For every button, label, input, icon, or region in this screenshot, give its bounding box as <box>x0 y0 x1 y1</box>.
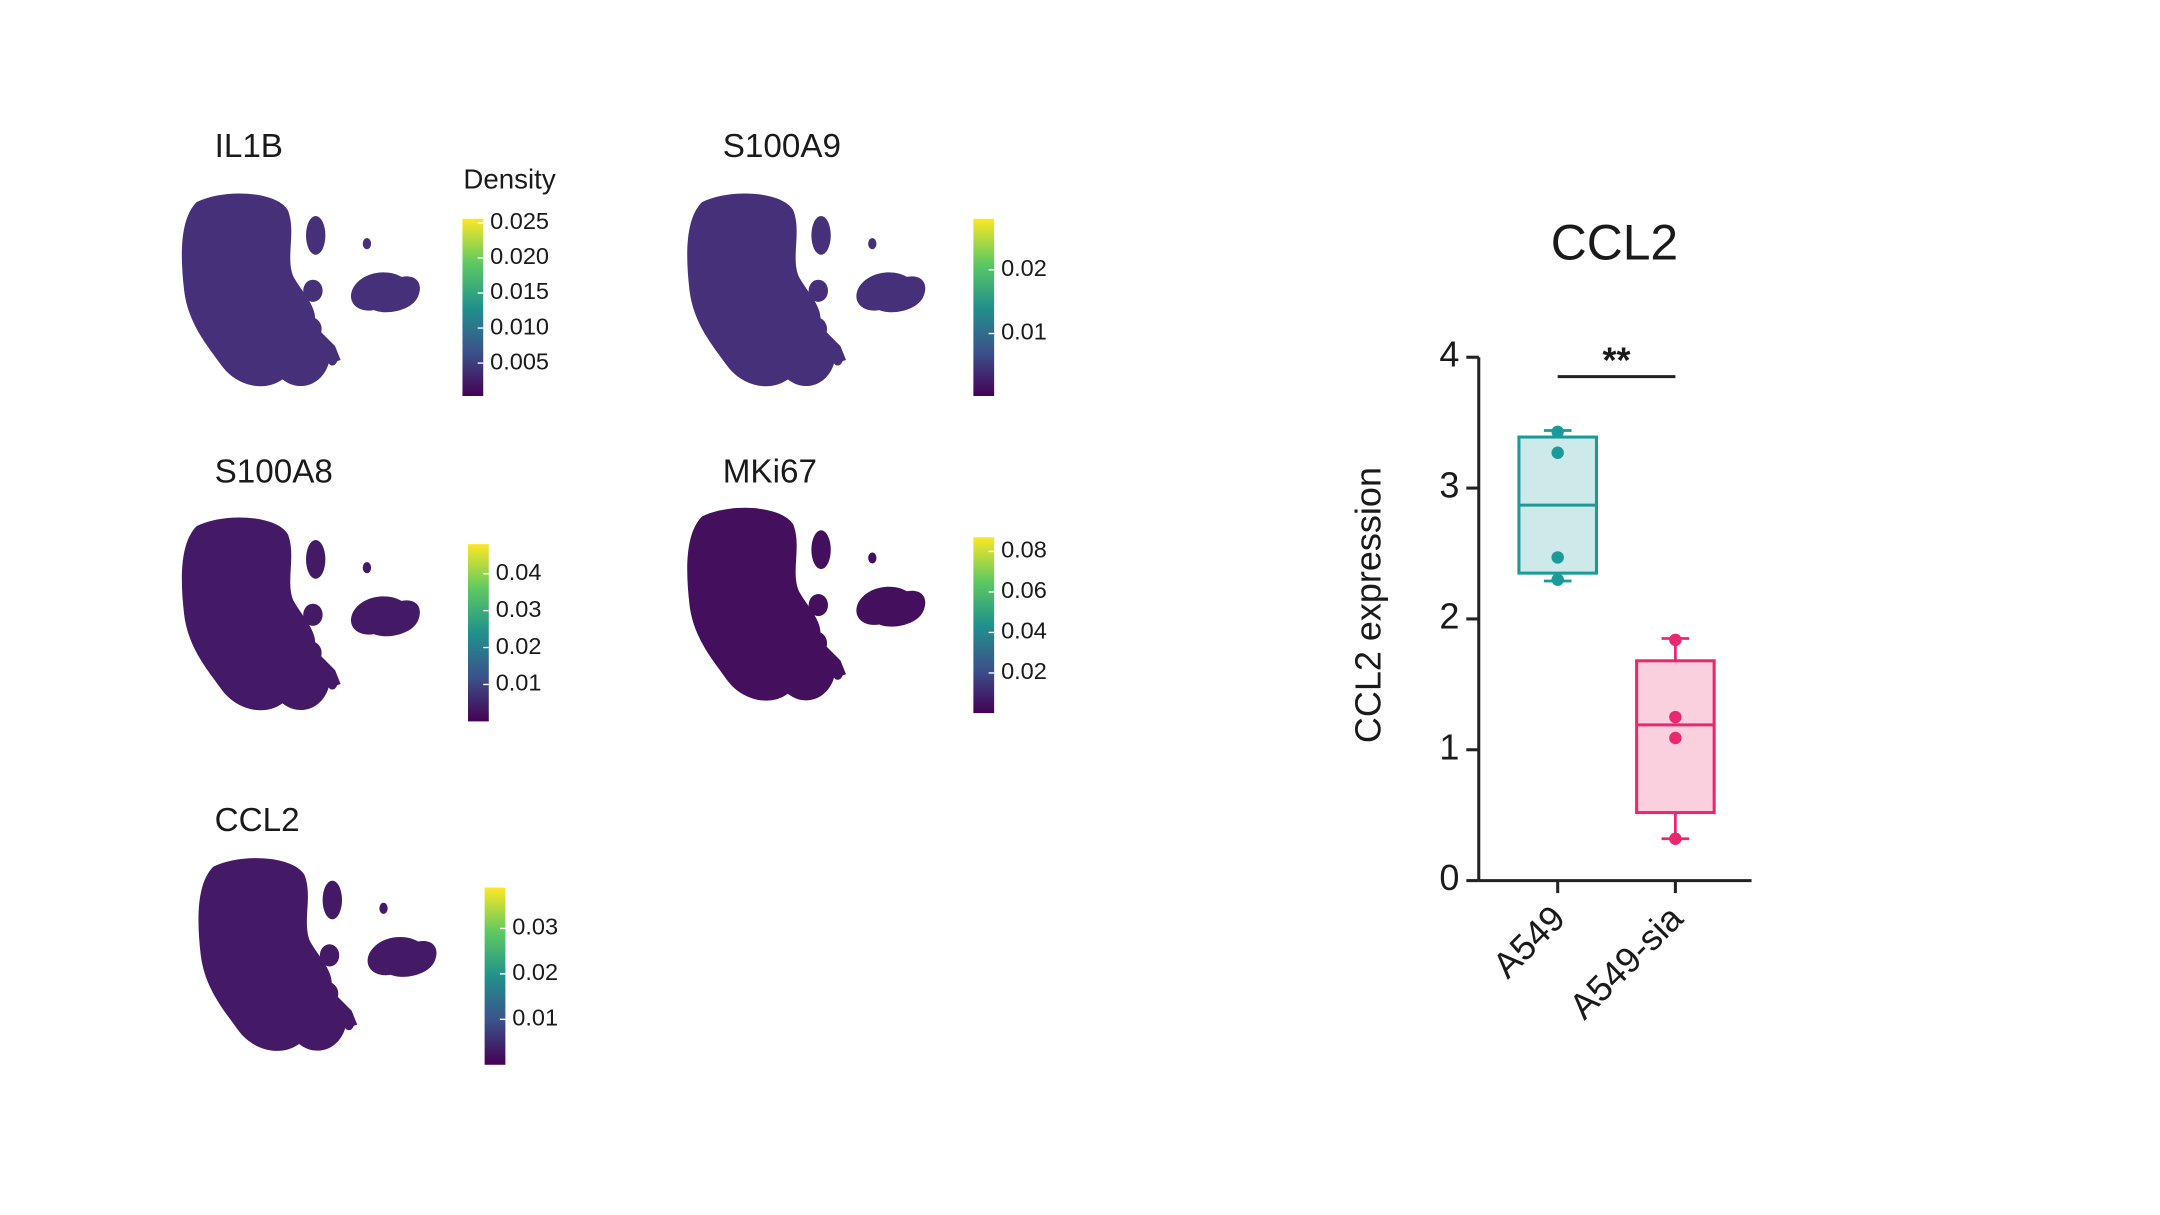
colorbar-tick-label: 0.03 <box>496 596 542 622</box>
colorbar <box>462 218 484 396</box>
colorbar-tick-label: 0.03 <box>512 914 558 940</box>
data-point <box>1669 731 1682 745</box>
y-tick-label: 4 <box>1439 334 1459 375</box>
panel-title: S100A8 <box>215 453 333 490</box>
umap <box>687 193 926 387</box>
data-point <box>1551 425 1564 439</box>
colorbar-tick-label: 0.005 <box>490 348 549 374</box>
colorbar-tick-label: 0.025 <box>490 208 549 234</box>
y-axis-label: CCL2 expression <box>1347 467 1388 743</box>
colorbar-tick-label: 0.015 <box>490 278 549 304</box>
y-tick-label: 1 <box>1439 726 1459 767</box>
colorbar-tick-label: 0.06 <box>1001 577 1047 603</box>
colorbar <box>484 887 506 1065</box>
colorbar-tick-label: 0.02 <box>512 959 558 985</box>
significance-label: ** <box>1603 339 1631 380</box>
colorbar-tick-label: 0.01 <box>496 670 542 696</box>
panel-title: IL1B <box>215 128 283 165</box>
y-tick-label: 2 <box>1439 595 1459 636</box>
colorbar-tick-label: 0.01 <box>512 1005 558 1031</box>
data-point <box>1669 832 1682 845</box>
y-tick-label: 3 <box>1439 465 1459 506</box>
panel-title: CCL2 <box>215 802 300 839</box>
colorbar-tick-label: 0.04 <box>496 559 542 585</box>
colorbar-tick-label: 0.01 <box>1001 319 1047 345</box>
data-point <box>1551 551 1564 564</box>
colorbar-tick-label: 0.04 <box>1001 618 1047 644</box>
umap <box>181 193 420 387</box>
chart-title: CCL2 <box>1551 215 1678 271</box>
data-point <box>1551 573 1564 586</box>
colorbar-tick-label: 0.02 <box>1001 658 1047 684</box>
colorbar-tick-label: 0.020 <box>490 243 549 269</box>
data-point <box>1669 633 1682 647</box>
colorbar-tick-label: 0.010 <box>490 313 549 339</box>
panel-title: MKi67 <box>723 453 817 490</box>
y-tick-label: 0 <box>1439 857 1459 898</box>
colorbar <box>973 537 995 714</box>
umap <box>687 507 926 701</box>
colorbar <box>468 544 489 722</box>
colorbar <box>973 218 995 396</box>
umap <box>181 517 420 711</box>
colorbar-label: Density <box>463 164 555 195</box>
colorbar-tick-label: 0.02 <box>1001 255 1047 281</box>
data-point <box>1669 710 1682 724</box>
data-point <box>1551 446 1564 459</box>
colorbar-tick-label: 0.08 <box>1001 537 1047 563</box>
umap <box>198 858 437 1051</box>
x-tick-label: A549-sia <box>1561 897 1691 1027</box>
panel-title: S100A9 <box>723 128 841 165</box>
x-tick-label: A549 <box>1484 897 1572 985</box>
colorbar-tick-label: 0.02 <box>496 633 542 659</box>
